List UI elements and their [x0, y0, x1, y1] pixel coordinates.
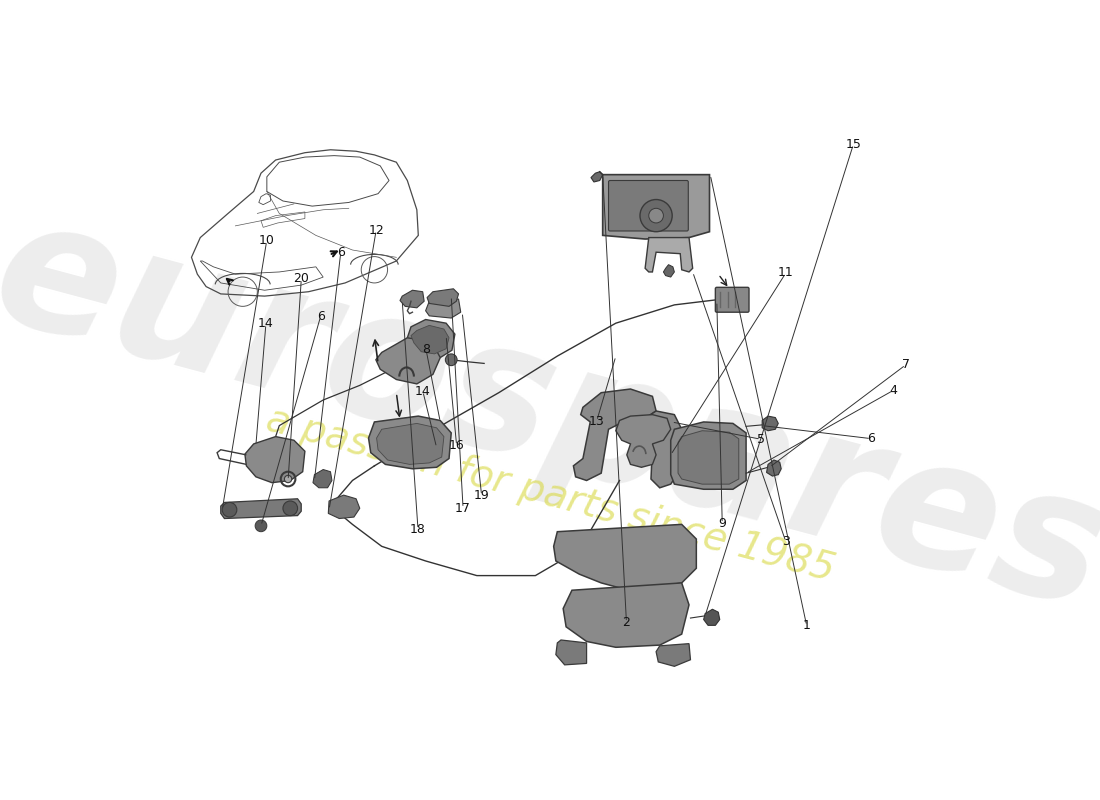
- Text: 4: 4: [889, 384, 896, 397]
- Text: 14: 14: [415, 385, 431, 398]
- Polygon shape: [312, 470, 332, 488]
- Polygon shape: [762, 416, 779, 430]
- Text: 6: 6: [337, 246, 344, 259]
- Text: 12: 12: [368, 224, 384, 237]
- Polygon shape: [376, 338, 440, 384]
- Circle shape: [285, 475, 292, 482]
- Text: 7: 7: [902, 358, 910, 371]
- Polygon shape: [407, 319, 455, 358]
- Circle shape: [222, 502, 236, 517]
- Polygon shape: [411, 326, 449, 354]
- Text: 17: 17: [455, 502, 471, 514]
- Polygon shape: [663, 265, 674, 277]
- Text: 13: 13: [588, 414, 605, 427]
- Text: 6: 6: [317, 310, 324, 322]
- Polygon shape: [645, 238, 693, 272]
- Polygon shape: [328, 495, 360, 518]
- Polygon shape: [616, 414, 671, 467]
- Polygon shape: [426, 299, 461, 318]
- Text: 8: 8: [422, 343, 430, 356]
- Polygon shape: [221, 498, 301, 518]
- Polygon shape: [704, 610, 719, 626]
- Text: a passion for parts since 1985: a passion for parts since 1985: [262, 401, 838, 590]
- Polygon shape: [376, 423, 444, 464]
- Text: 3: 3: [782, 535, 790, 548]
- Text: 5: 5: [757, 433, 764, 446]
- Text: 11: 11: [778, 266, 794, 279]
- Circle shape: [649, 208, 663, 223]
- Text: 20: 20: [294, 272, 309, 286]
- Polygon shape: [591, 172, 603, 182]
- Polygon shape: [368, 416, 451, 469]
- Polygon shape: [767, 460, 781, 476]
- Text: 1: 1: [803, 619, 811, 633]
- Circle shape: [640, 199, 672, 232]
- Polygon shape: [603, 174, 710, 239]
- Polygon shape: [427, 289, 459, 306]
- Polygon shape: [656, 644, 691, 666]
- Text: 6: 6: [867, 432, 876, 445]
- Text: 16: 16: [449, 439, 464, 452]
- Polygon shape: [553, 524, 696, 589]
- Polygon shape: [671, 422, 746, 490]
- Polygon shape: [573, 389, 656, 481]
- Polygon shape: [563, 583, 689, 647]
- Circle shape: [255, 520, 267, 532]
- Polygon shape: [678, 430, 739, 484]
- Polygon shape: [400, 290, 425, 308]
- Polygon shape: [245, 437, 305, 482]
- Text: 18: 18: [410, 523, 426, 536]
- Polygon shape: [645, 411, 682, 488]
- FancyBboxPatch shape: [608, 181, 689, 231]
- Text: 19: 19: [474, 489, 490, 502]
- FancyBboxPatch shape: [715, 287, 749, 312]
- Circle shape: [446, 354, 458, 366]
- Text: 2: 2: [623, 616, 630, 629]
- Polygon shape: [556, 640, 586, 665]
- Text: 9: 9: [718, 517, 726, 530]
- Text: eurospares: eurospares: [0, 182, 1100, 647]
- Text: 14: 14: [258, 318, 274, 330]
- Circle shape: [283, 501, 298, 516]
- Text: 15: 15: [846, 138, 861, 150]
- Text: 10: 10: [258, 234, 275, 247]
